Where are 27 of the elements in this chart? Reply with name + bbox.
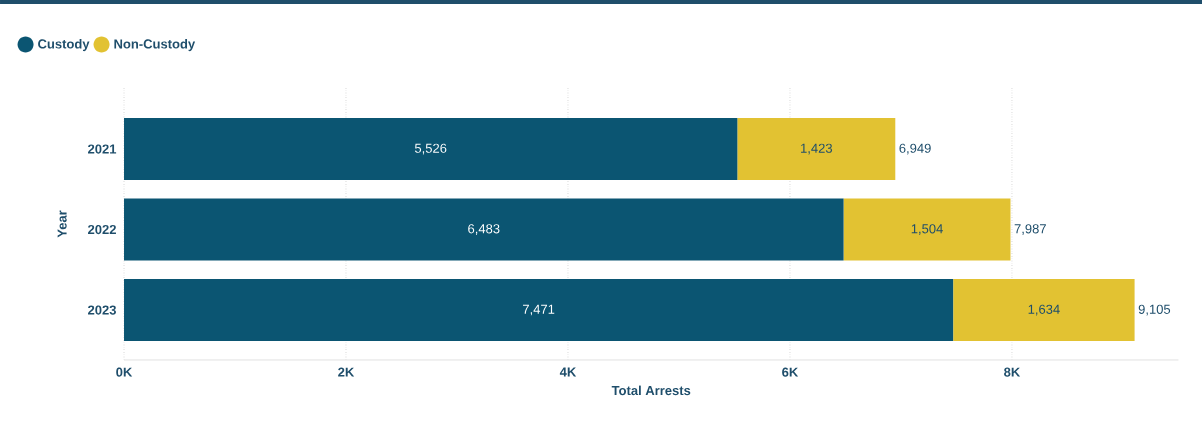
x-tick-label: 2K	[338, 367, 355, 377]
bar	[124, 198, 844, 261]
bar	[124, 118, 738, 181]
y-tick-label: 2022	[88, 224, 116, 235]
y-tick-label: 2023	[88, 305, 116, 315]
data-label: 5,526	[414, 143, 447, 155]
x-tick-label: 8K	[1004, 367, 1021, 377]
total-label: 6,949	[899, 143, 931, 155]
y-tick-label: 2021	[88, 144, 117, 154]
x-tick-label: 0K	[116, 367, 133, 377]
data-label: 1,423	[801, 143, 833, 155]
bar	[843, 198, 1011, 261]
total-label: 9,105	[1138, 304, 1171, 316]
y-axis-title: Year	[57, 210, 67, 238]
data-label: 6,483	[468, 224, 500, 235]
bar	[737, 118, 896, 181]
total-label: 7,987	[1014, 224, 1046, 235]
data-label: 7,471	[523, 304, 555, 316]
x-axis-title: Total Arrests	[611, 385, 691, 396]
bar	[953, 279, 1135, 342]
legend-label: Non-Custody	[114, 39, 196, 52]
data-label: 1,504	[911, 224, 943, 235]
bar	[124, 279, 954, 342]
legend-label: Custody	[38, 39, 90, 52]
x-tick-label: 6K	[782, 367, 799, 377]
data-label: 1,634	[1028, 304, 1060, 316]
x-tick-label: 4K	[559, 367, 577, 377]
